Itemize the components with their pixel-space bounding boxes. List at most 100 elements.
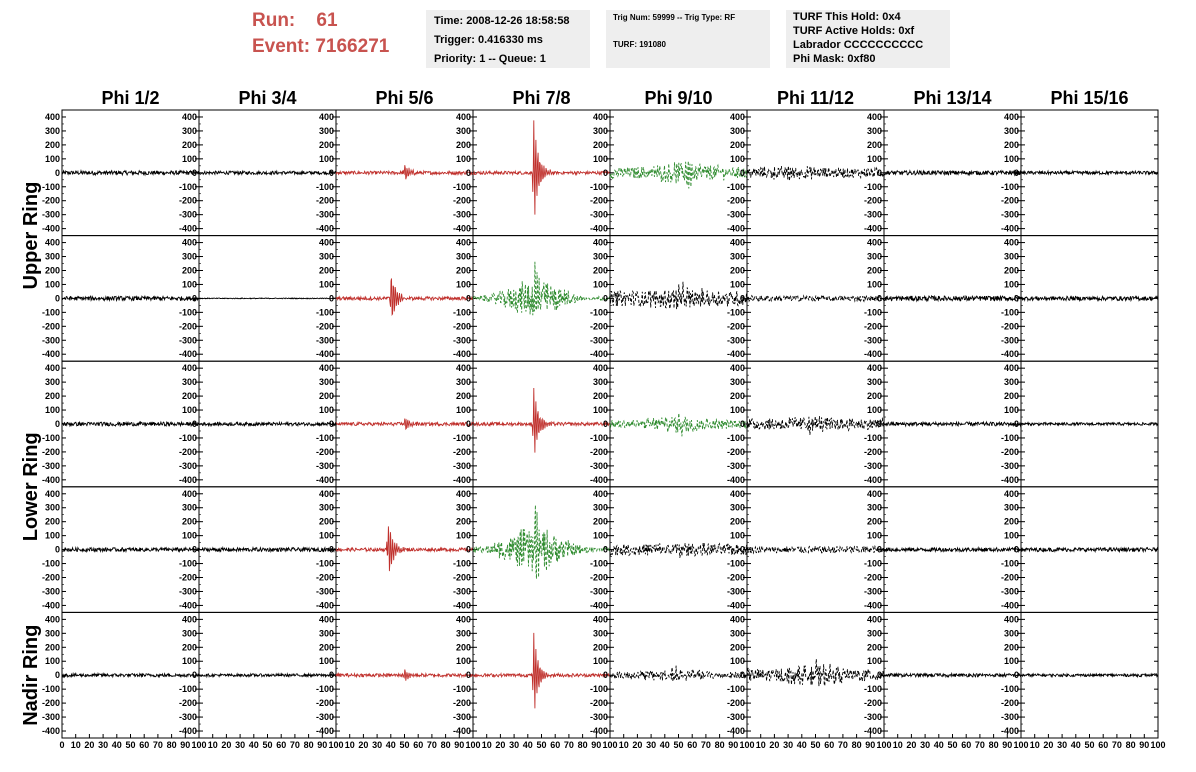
y-tick-label: 200 [182,391,197,401]
y-tick-label: 300 [45,126,60,136]
ring-label: Upper Ring [20,182,42,290]
waveform-line [335,669,474,681]
y-tick-label: 200 [456,642,471,652]
y-tick-label: -400 [590,726,608,736]
x-tick-label: 30 [235,740,245,750]
trig-num-text: Trig Num: 59999 -- Trig Type: RF [613,13,736,22]
y-tick-label: -300 [590,586,608,596]
y-tick-label: 200 [456,391,471,401]
y-tick-label: 100 [182,279,197,289]
turf-hold-text: TURF This Hold: 0x4 [793,11,901,23]
y-tick-label: -300 [42,712,60,722]
y-tick-label: 300 [456,252,471,262]
y-tick-label: 0 [740,545,745,555]
y-tick-label: -300 [727,586,745,596]
y-tick-label: -300 [316,461,334,471]
waveform-line [61,671,200,679]
y-tick-label: 0 [1014,168,1019,178]
y-tick-label: 0 [192,293,197,303]
y-tick-label: 200 [319,265,334,275]
y-tick-label: -100 [727,433,745,443]
x-tick-label: 60 [1098,740,1108,750]
x-tick-label: 80 [715,740,725,750]
waveform-panel: 400 300 200 100 0 -100 -200 -300 -400 [727,360,885,488]
y-tick-label: -400 [864,475,882,485]
y-tick-label: -100 [179,182,197,192]
priority-text: Priority: 1 -- Queue: 1 [434,53,546,65]
y-tick-label: -300 [590,712,608,722]
x-tick-label: 70 [701,740,711,750]
y-tick-label: 200 [456,517,471,527]
x-tick-label: 70 [290,740,300,750]
y-tick-label: 200 [1004,140,1019,150]
y-tick-label: -100 [864,307,882,317]
y-tick-label: 300 [319,628,334,638]
y-tick-label: 200 [319,391,334,401]
waveform-panel: 400 300 200 100 0 -100 -200 -300 -400 [1001,486,1159,613]
y-tick-label: -400 [864,600,882,610]
y-tick-label: -200 [42,321,60,331]
waveform-line [1020,294,1159,303]
y-tick-label: -400 [42,475,60,485]
waveform-line [61,545,200,554]
y-tick-label: 200 [593,642,608,652]
y-tick-label: -300 [864,335,882,345]
y-tick-label: -100 [864,559,882,569]
y-tick-label: 300 [593,126,608,136]
x-tick-label: 20 [1043,740,1053,750]
x-tick-label: 10 [619,740,629,750]
waveform-line [335,526,474,572]
waveform-panel: 400 300 200 100 0 -100 -200 -300 -400 10 20 30 40 50 6… [179,611,344,750]
y-tick-label: 400 [319,614,334,624]
y-tick-label: 200 [730,140,745,150]
x-tick-label: 20 [906,740,916,750]
x-tick-label: 90 [180,740,190,750]
waveform-panel: 400 300 200 100 0 -100 -200 -300 -400 [590,109,748,237]
y-tick-label: 400 [593,112,608,122]
waveform-panel: 400 300 200 100 0 -100 -200 -300 -400 [453,486,611,613]
x-tick-label: 50 [810,740,820,750]
y-tick-label: 0 [466,545,471,555]
y-tick-label: -400 [453,349,471,359]
turf-text: TURF: 191080 [613,40,666,49]
y-tick-label: 400 [593,614,608,624]
x-tick-label: 70 [975,740,985,750]
y-tick-label: -400 [727,349,745,359]
y-tick-label: 200 [319,140,334,150]
y-tick-label: 400 [1004,614,1019,624]
y-tick-label: 200 [1004,517,1019,527]
run-row: Run: 61 [252,8,389,34]
y-tick-label: 100 [867,405,882,415]
y-tick-label: 200 [730,642,745,652]
y-tick-label: 0 [603,670,608,680]
y-tick-label: 300 [593,628,608,638]
y-tick-label: 0 [1014,419,1019,429]
y-tick-label: 300 [1004,377,1019,387]
y-tick-label: 300 [593,252,608,262]
y-tick-label: 200 [456,140,471,150]
y-tick-label: 300 [182,503,197,513]
y-tick-label: 300 [456,628,471,638]
waveform-line [335,278,474,316]
x-tick-label: 10 [1030,740,1040,750]
y-tick-label: 100 [593,279,608,289]
y-tick-label: 200 [182,642,197,652]
x-tick-label: 30 [783,740,793,750]
x-tick-label: 30 [98,740,108,750]
x-tick-label: 70 [564,740,574,750]
y-tick-label: -400 [1001,600,1019,610]
y-tick-label: -300 [453,586,471,596]
x-tick-label: 80 [441,740,451,750]
y-tick-label: -200 [727,321,745,331]
waveform-panel: 400 300 200 100 0 -100 -200 -300 -400 10 20 30 40 50 6… [316,611,481,750]
y-tick-label: -100 [316,182,334,192]
y-tick-label: 0 [1014,545,1019,555]
x-tick-label: 20 [358,740,368,750]
x-tick-label: 100 [1150,740,1165,750]
y-tick-label: 300 [456,503,471,513]
y-tick-label: 100 [867,656,882,666]
y-tick-label: 0 [877,545,882,555]
x-tick-label: 10 [208,740,218,750]
y-tick-label: -100 [1001,433,1019,443]
y-tick-label: -300 [316,210,334,220]
